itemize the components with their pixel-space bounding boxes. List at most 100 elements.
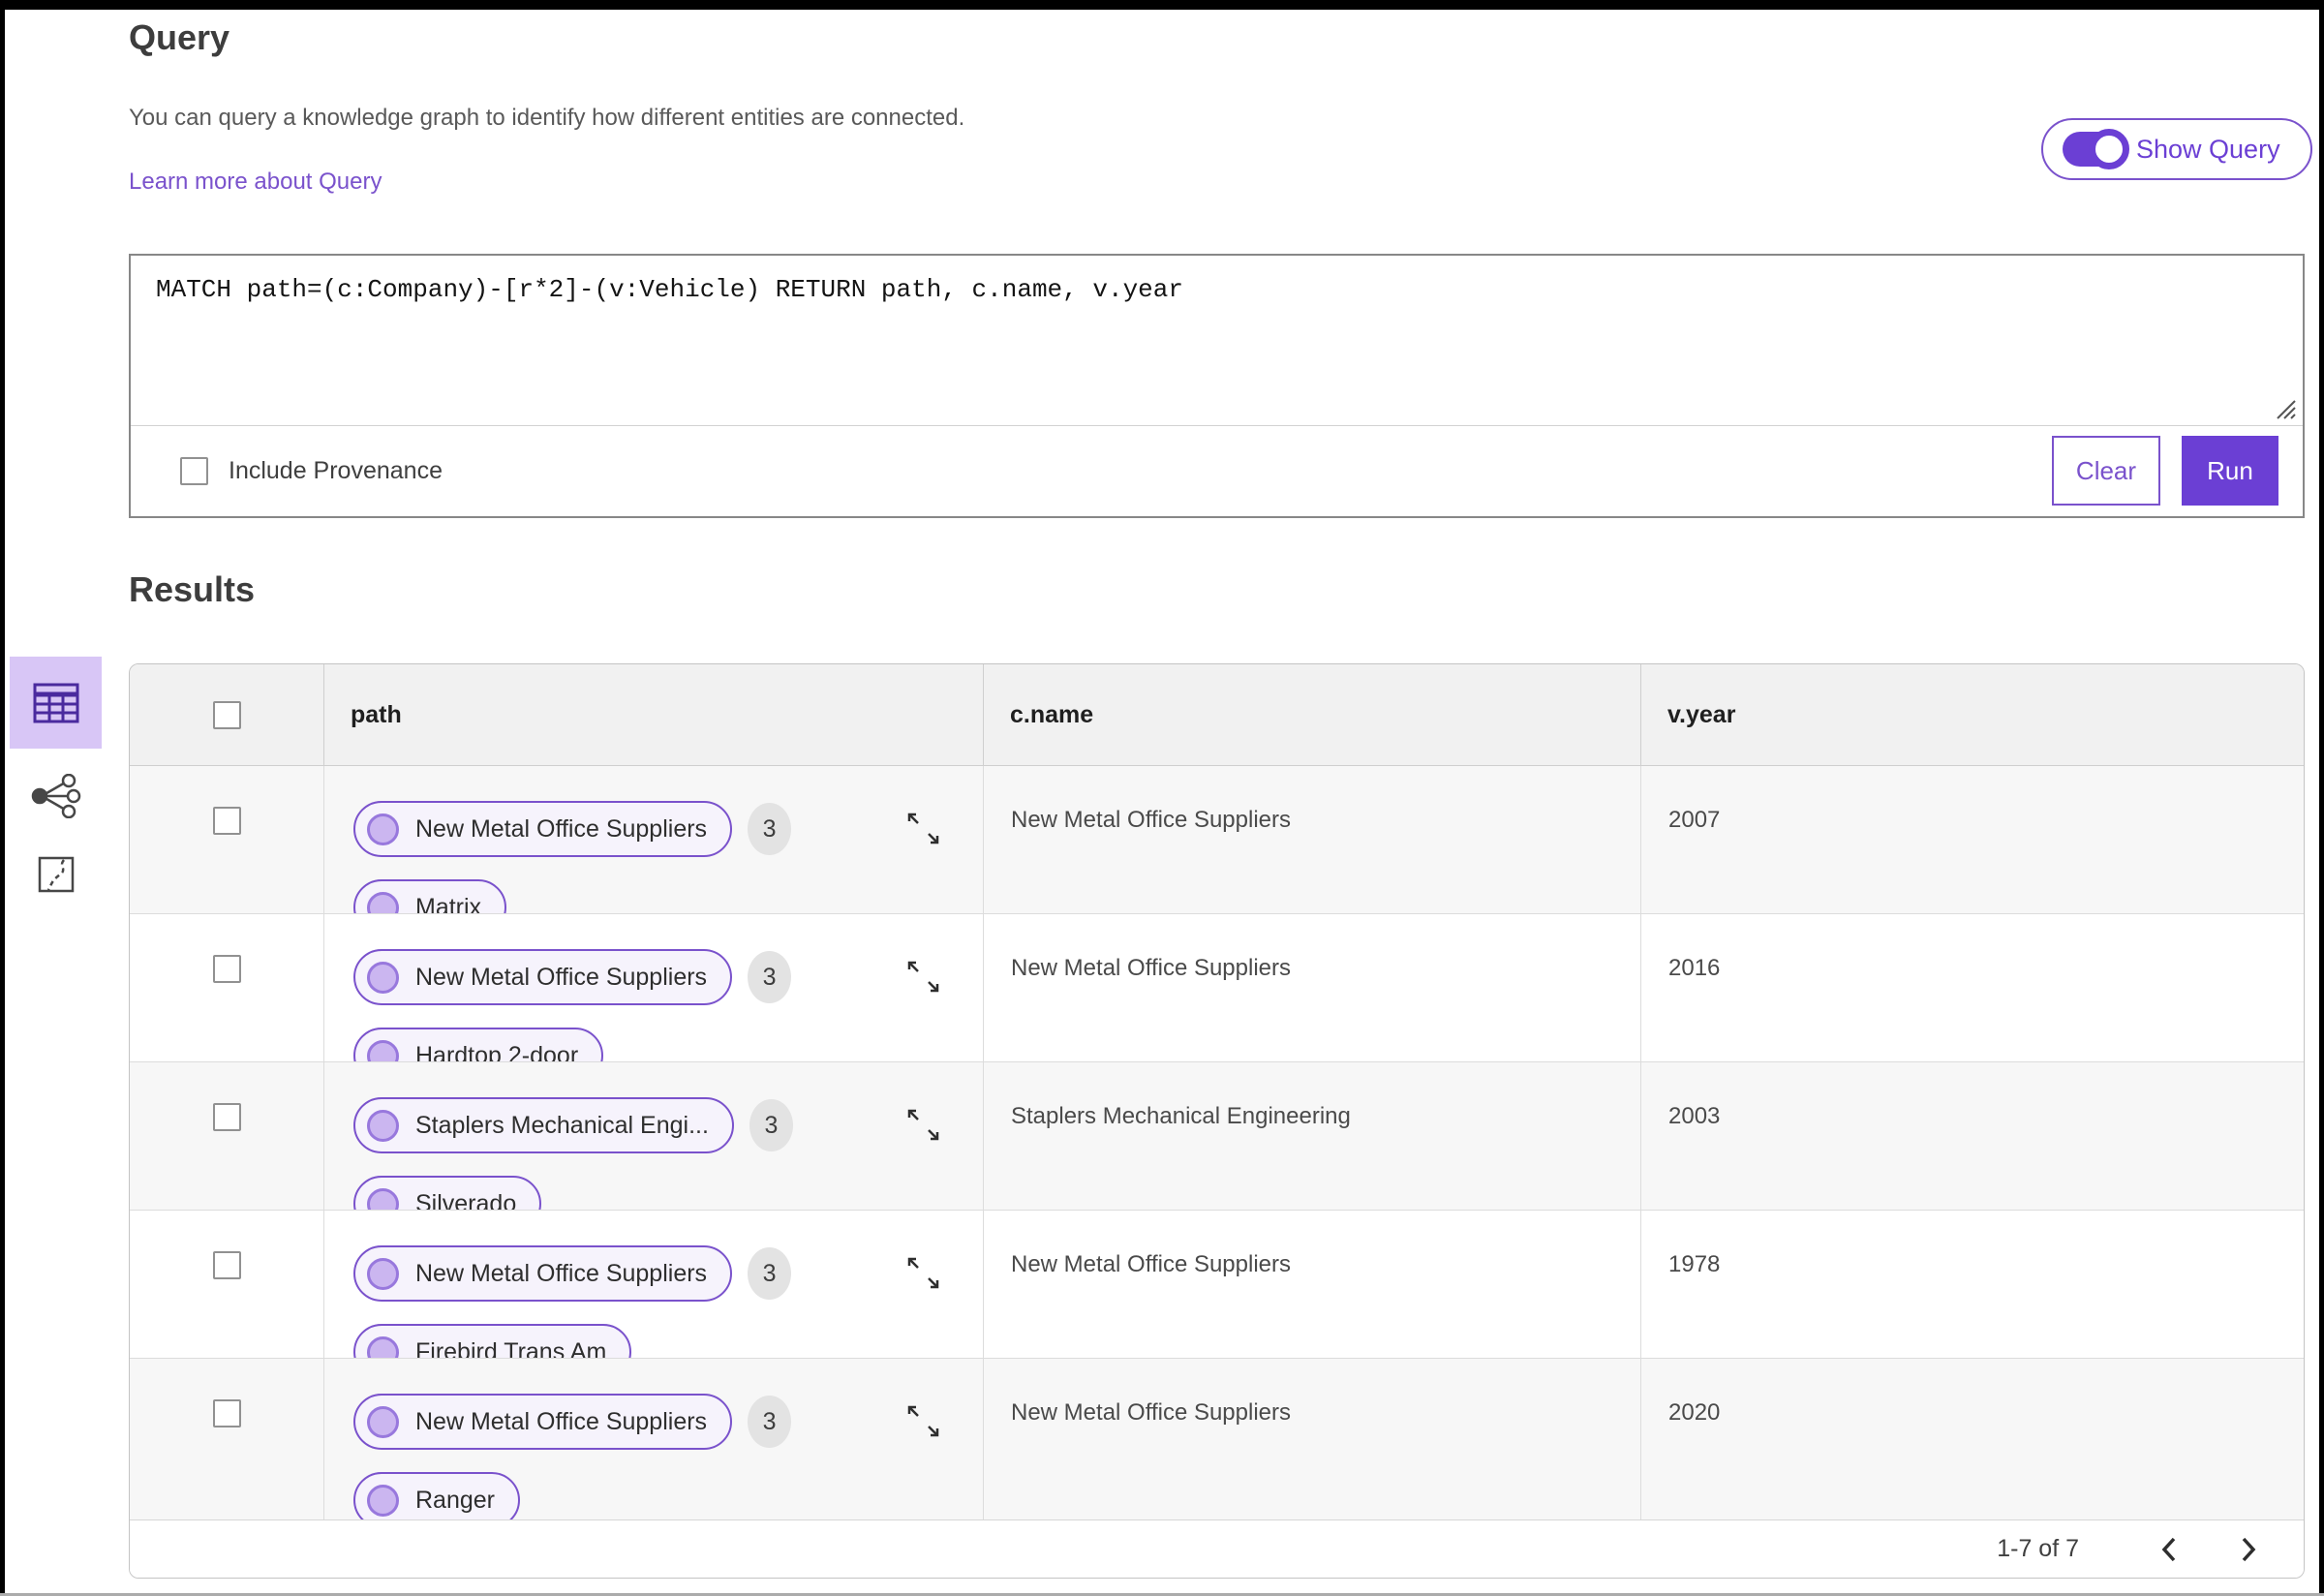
path-node-label: Hardtop 2-door — [415, 1041, 579, 1062]
expand-diagonal-icon — [907, 1109, 939, 1141]
clear-button[interactable]: Clear — [2052, 436, 2160, 506]
row-checkbox[interactable] — [212, 1399, 241, 1427]
table-view-button[interactable] — [10, 657, 102, 749]
prev-page-button[interactable] — [2160, 1536, 2178, 1563]
query-input[interactable]: MATCH path=(c:Company)-[r*2]-(v:Vehicle)… — [131, 256, 2303, 426]
path-count-badge: 3 — [748, 803, 792, 855]
path-node-pill[interactable]: New Metal Office Suppliers — [353, 1394, 733, 1450]
path-node-pill[interactable]: Ranger — [353, 1472, 520, 1519]
cell-c-name: New Metal Office Suppliers — [984, 766, 1641, 913]
path-node-pill[interactable]: Silverado — [353, 1176, 542, 1211]
toggle-on-icon[interactable] — [2063, 129, 2129, 169]
table-row: New Metal Office Suppliers 3 Hardtop 2-d… — [130, 914, 2304, 1062]
include-provenance-checkbox[interactable] — [180, 456, 208, 485]
table-row: Staplers Mechanical Engi... 3 Silverado — [130, 1062, 2304, 1211]
path-count-badge: 3 — [749, 1099, 793, 1151]
network-graph-icon — [31, 774, 81, 818]
table-row: New Metal Office Suppliers 3 Ranger Ne — [130, 1359, 2304, 1519]
route-map-icon — [37, 855, 76, 894]
path-node-pill[interactable]: Matrix — [353, 879, 507, 913]
path-node-label: Silverado — [415, 1189, 517, 1211]
expand-path-button[interactable] — [905, 1255, 942, 1292]
run-button[interactable]: Run — [2182, 436, 2278, 506]
row-checkbox[interactable] — [212, 1251, 241, 1279]
learn-more-link[interactable]: Learn more about Query — [129, 169, 382, 195]
path-node-label: Staplers Mechanical Engi... — [415, 1111, 709, 1139]
show-query-toggle[interactable]: Show Query — [2041, 118, 2312, 180]
pagination-range: 1-7 of 7 — [1997, 1535, 2079, 1562]
node-circle-icon — [367, 1109, 399, 1142]
cell-v-year: 2007 — [1668, 807, 1721, 833]
page-description: You can query a knowledge graph to ident… — [129, 105, 965, 131]
table-row: New Metal Office Suppliers 3 Matrix Ne — [130, 766, 2304, 914]
select-all-checkbox[interactable] — [212, 700, 241, 729]
expand-path-button[interactable] — [905, 1107, 942, 1144]
results-table: path c.name v.year New Metal Office Supp… — [129, 663, 2305, 1579]
path-count-badge: 3 — [748, 951, 792, 1003]
table-header: path c.name v.year — [130, 664, 2304, 766]
table-grid-icon — [32, 682, 80, 724]
path-node-pill[interactable]: New Metal Office Suppliers — [353, 949, 733, 1005]
path-node-label: New Metal Office Suppliers — [415, 1407, 708, 1435]
node-circle-icon — [367, 1257, 399, 1290]
path-count-badge: 3 — [748, 1247, 792, 1300]
expand-path-button[interactable] — [905, 811, 942, 847]
cell-c-name: Staplers Mechanical Engineering — [984, 1062, 1641, 1210]
cell-v-year: 2016 — [1668, 955, 1721, 981]
path-node-pill[interactable]: New Metal Office Suppliers — [353, 801, 733, 857]
path-node-pill[interactable]: New Metal Office Suppliers — [353, 1245, 733, 1302]
cell-v-year: 1978 — [1668, 1251, 1721, 1277]
node-circle-icon — [367, 1335, 399, 1358]
route-view-button[interactable] — [10, 847, 102, 902]
cell-v-year: 2003 — [1668, 1103, 1721, 1129]
expand-diagonal-icon — [907, 1405, 939, 1437]
window-edge-right — [2319, 0, 2324, 1596]
graph-view-button[interactable] — [10, 766, 102, 826]
query-footer: Include Provenance Clear Run — [131, 425, 2303, 516]
node-circle-icon — [367, 961, 399, 994]
node-circle-icon — [367, 891, 399, 913]
chevron-left-icon — [2160, 1536, 2178, 1563]
row-checkbox[interactable] — [212, 1103, 241, 1131]
resize-grip-icon[interactable] — [2272, 399, 2297, 420]
node-circle-icon — [367, 813, 399, 845]
expand-path-button[interactable] — [905, 1403, 942, 1440]
expand-diagonal-icon — [907, 813, 939, 844]
expand-path-button[interactable] — [905, 959, 942, 996]
toggle-knob — [2089, 129, 2129, 169]
node-circle-icon — [367, 1039, 399, 1061]
row-checkbox[interactable] — [212, 807, 241, 835]
node-circle-icon — [367, 1484, 399, 1517]
column-header-v-year: v.year — [1667, 700, 1736, 728]
path-node-pill[interactable]: Firebird Trans Am — [353, 1324, 632, 1359]
cell-c-name: New Metal Office Suppliers — [984, 1211, 1641, 1358]
window-edge-left — [0, 0, 5, 1596]
column-header-c-name: c.name — [1010, 700, 1094, 728]
show-query-label: Show Query — [2136, 134, 2280, 164]
path-node-label: Firebird Trans Am — [415, 1337, 607, 1359]
next-page-button[interactable] — [2240, 1536, 2257, 1563]
path-cell: Staplers Mechanical Engi... 3 Silverado — [324, 1062, 984, 1210]
path-cell: New Metal Office Suppliers 3 Firebird Tr… — [324, 1211, 984, 1358]
results-title: Results — [129, 569, 256, 609]
path-cell: New Metal Office Suppliers 3 Hardtop 2-d… — [324, 914, 984, 1061]
path-count-badge: 3 — [748, 1396, 792, 1448]
query-editor: MATCH path=(c:Company)-[r*2]-(v:Vehicle)… — [129, 254, 2305, 518]
path-node-pill[interactable]: Staplers Mechanical Engi... — [353, 1097, 734, 1153]
row-checkbox[interactable] — [212, 955, 241, 983]
path-node-pill[interactable]: Hardtop 2-door — [353, 1028, 604, 1062]
window-edge-top — [0, 0, 2324, 10]
view-switcher — [10, 657, 102, 902]
path-node-label: New Metal Office Suppliers — [415, 1259, 708, 1287]
path-node-label: Ranger — [415, 1486, 495, 1514]
node-circle-icon — [367, 1187, 399, 1210]
path-cell: New Metal Office Suppliers 3 Matrix — [324, 766, 984, 913]
cell-c-name: New Metal Office Suppliers — [984, 1359, 1641, 1519]
expand-diagonal-icon — [907, 1257, 939, 1289]
include-provenance-label: Include Provenance — [229, 456, 443, 484]
table-row: New Metal Office Suppliers 3 Firebird Tr… — [130, 1211, 2304, 1359]
page-title: Query — [129, 17, 230, 57]
window-edge-bottom — [0, 1593, 2324, 1596]
column-header-path: path — [351, 700, 402, 728]
